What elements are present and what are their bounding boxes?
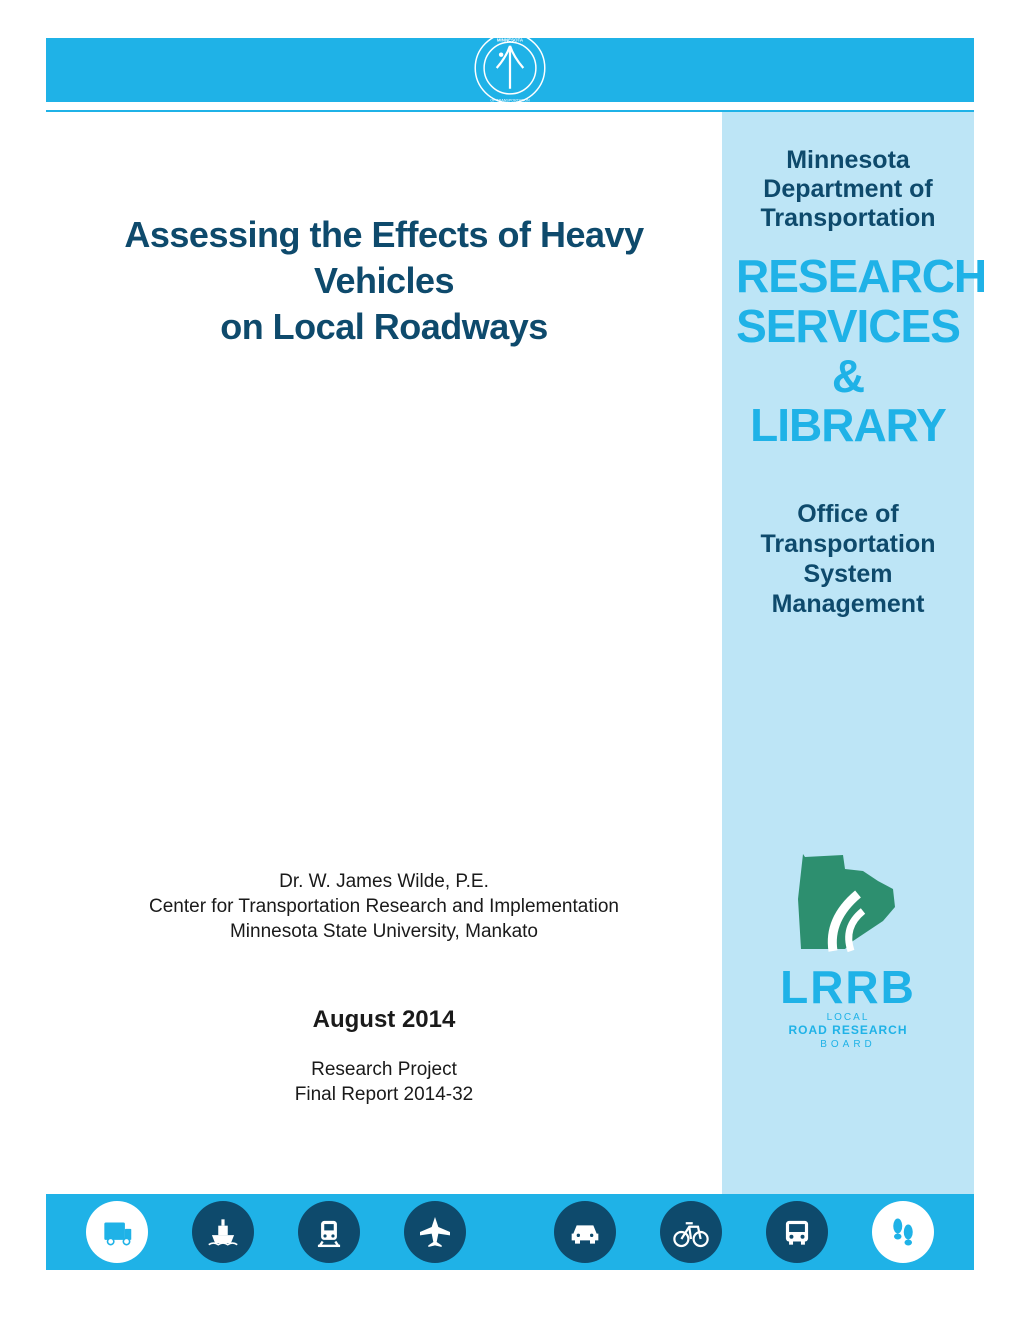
department-name: Minnesota Department of Transportation: [736, 146, 960, 232]
lrrb-acronym: LRRB: [736, 960, 960, 1014]
report-title: Assessing the Effects of Heavy Vehicles …: [76, 212, 692, 350]
research-services-library: RESEARCH SERVICES & LIBRARY: [736, 252, 960, 451]
footer-icons-left: [46, 1201, 466, 1263]
header-bar: MINNESOTA OF TRANSPORTATION: [46, 38, 974, 102]
project-block: Research Project Final Report 2014-32: [76, 1058, 692, 1107]
author-block: Dr. W. James Wilde, P.E. Center for Tran…: [76, 870, 692, 944]
author-name: Dr. W. James Wilde, P.E.: [76, 870, 692, 895]
lrrb-sub-1: LOCAL: [736, 1012, 960, 1023]
title-line-1: Assessing the Effects of Heavy Vehicles: [124, 214, 643, 301]
ship-icon: [192, 1201, 254, 1263]
project-line-1: Research Project: [76, 1058, 692, 1083]
lrrb-sub-2: ROAD RESEARCH: [736, 1023, 960, 1037]
train-icon: [298, 1201, 360, 1263]
footer-bar: [46, 1194, 974, 1270]
svg-text:MINNESOTA: MINNESOTA: [497, 37, 524, 42]
office-name: Office of Transportation System Manageme…: [736, 499, 960, 619]
truck-icon: [86, 1201, 148, 1263]
right-sidebar: Minnesota Department of Transportation R…: [722, 112, 974, 1270]
bus-icon: [766, 1201, 828, 1263]
car-icon: [554, 1201, 616, 1263]
author-org-1: Center for Transportation Research and I…: [76, 895, 692, 920]
project-line-2: Final Report 2014-32: [76, 1083, 692, 1108]
author-org-2: Minnesota State University, Mankato: [76, 920, 692, 945]
airplane-icon: [404, 1201, 466, 1263]
footer-icons-right: [554, 1201, 974, 1263]
report-date: August 2014: [76, 1006, 692, 1034]
footsteps-icon: [872, 1201, 934, 1263]
main-area: Assessing the Effects of Heavy Vehicles …: [46, 112, 974, 1270]
title-line-2: on Local Roadways: [220, 306, 548, 347]
left-column: Assessing the Effects of Heavy Vehicles …: [46, 112, 722, 1270]
mndot-seal-icon: MINNESOTA OF TRANSPORTATION: [473, 31, 547, 105]
svg-text:OF TRANSPORTATION: OF TRANSPORTATION: [490, 98, 530, 102]
bicycle-icon: [660, 1201, 722, 1263]
lrrb-logo: LRRB LOCAL ROAD RESEARCH BOARD: [736, 849, 960, 1050]
minnesota-map-icon: [783, 849, 913, 959]
lrrb-sub-3: BOARD: [736, 1039, 960, 1050]
